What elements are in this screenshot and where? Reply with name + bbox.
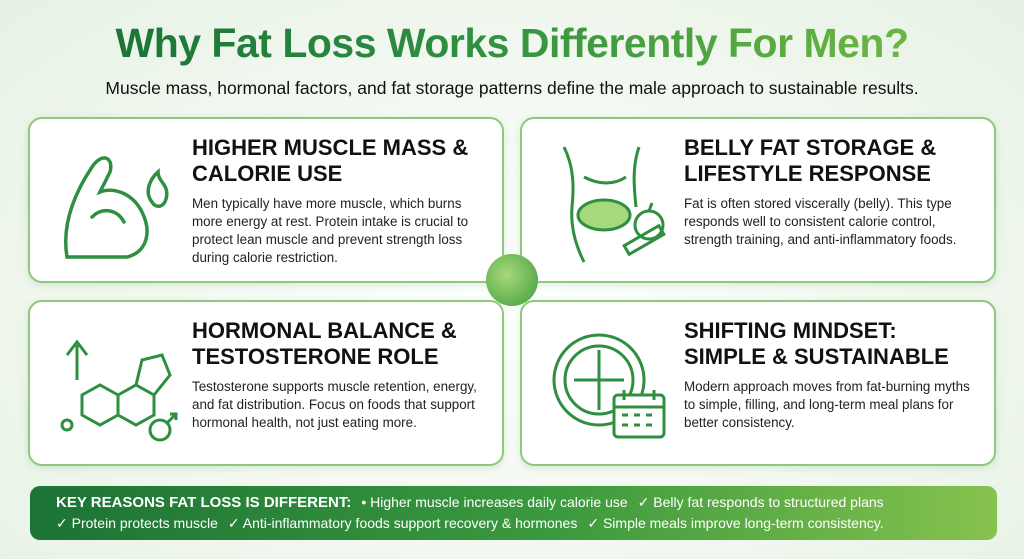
banner-item: ✓ Belly fat responds to structured plans xyxy=(637,494,884,510)
page-title: Why Fat Loss Works Differently For Men? xyxy=(0,20,1024,67)
card-heading: HORMONAL BALANCE & TESTOSTERONE ROLE xyxy=(192,318,457,369)
card-heading: HIGHER MUSCLE MASS & CALORIE USE xyxy=(192,135,469,186)
banner-item: ✓ Simple meals improve long-term consist… xyxy=(587,515,884,531)
card-text: Testosterone supports muscle retention, … xyxy=(192,379,477,430)
card-mindset: SHIFTING MINDSET: SIMPLE & SUSTAINABLE M… xyxy=(520,300,996,466)
center-decoration xyxy=(486,254,538,306)
key-reasons-banner: KEY REASONS FAT LOSS IS DIFFERENT: • High… xyxy=(30,486,997,540)
banner-item: ✓ Anti-inflammatory foods support recove… xyxy=(227,515,578,531)
meal-plate-calendar-icon xyxy=(552,333,666,439)
card-hormonal-balance: HORMONAL BALANCE & TESTOSTERONE ROLE Tes… xyxy=(28,300,504,466)
torso-belly-apple-tape-icon xyxy=(562,146,666,263)
card-text: Fat is often stored viscerally (belly). … xyxy=(684,196,957,247)
card-heading: SHIFTING MINDSET: SIMPLE & SUSTAINABLE xyxy=(684,318,949,369)
page-subtitle: Muscle mass, hormonal factors, and fat s… xyxy=(105,78,919,98)
card-muscle-mass: HIGHER MUSCLE MASS & CALORIE USE Men typ… xyxy=(28,117,504,283)
banner-item: • Higher muscle increases daily calorie … xyxy=(361,494,628,510)
banner-heading: KEY REASONS FAT LOSS IS DIFFERENT: xyxy=(56,494,352,511)
flexed-arm-flame-icon xyxy=(64,156,169,259)
card-heading: BELLY FAT STORAGE & LIFESTYLE RESPONSE xyxy=(684,135,937,186)
card-text: Modern approach moves from fat-burning m… xyxy=(684,379,970,430)
testosterone-molecule-male-icon xyxy=(60,339,178,442)
banner-item: ✓ Protein protects muscle xyxy=(56,515,218,531)
card-text: Men typically have more muscle, which bu… xyxy=(192,196,469,265)
card-belly-fat: BELLY FAT STORAGE & LIFESTYLE RESPONSE F… xyxy=(520,117,996,283)
